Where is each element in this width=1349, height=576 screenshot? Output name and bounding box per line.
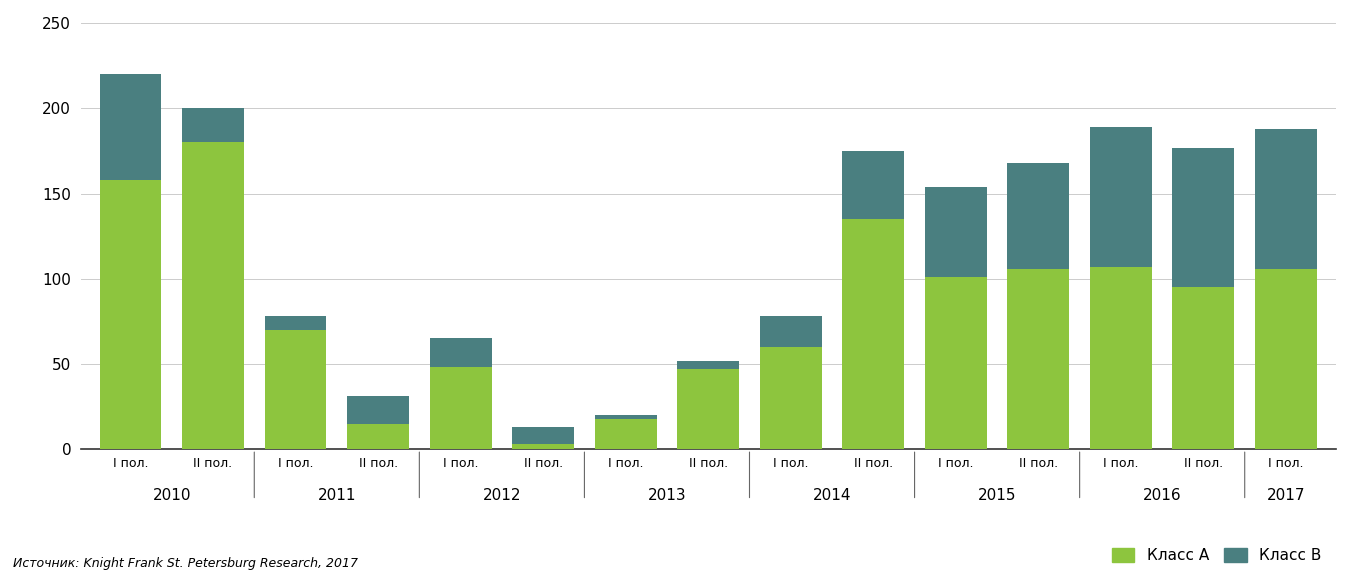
Bar	[513, 427, 575, 444]
Bar	[925, 187, 986, 277]
Bar	[1172, 287, 1234, 449]
Bar	[1255, 268, 1317, 449]
Bar	[1008, 268, 1070, 449]
Bar	[430, 339, 491, 367]
Bar	[182, 142, 244, 449]
Bar	[264, 316, 326, 330]
Bar	[595, 419, 657, 449]
Bar	[182, 108, 244, 142]
Bar	[1090, 267, 1152, 449]
Text: 2011: 2011	[317, 488, 356, 503]
Bar	[100, 180, 162, 449]
Bar	[347, 396, 409, 424]
Text: 2014: 2014	[813, 488, 851, 503]
Bar	[677, 369, 739, 449]
Bar	[759, 316, 822, 347]
Bar	[430, 367, 491, 449]
Bar	[842, 151, 904, 219]
Legend: Класс А, Класс В: Класс А, Класс В	[1105, 542, 1327, 570]
Bar	[1255, 129, 1317, 268]
Text: 2017: 2017	[1267, 488, 1306, 503]
Text: 2012: 2012	[483, 488, 521, 503]
Bar	[1172, 147, 1234, 287]
Bar	[1008, 163, 1070, 268]
Text: Источник: Knight Frank St. Petersburg Research, 2017: Источник: Knight Frank St. Petersburg Re…	[13, 557, 359, 570]
Bar	[1090, 127, 1152, 267]
Bar	[925, 277, 986, 449]
Text: 2013: 2013	[648, 488, 687, 503]
Bar	[677, 361, 739, 369]
Bar	[347, 424, 409, 449]
Bar	[513, 444, 575, 449]
Bar	[842, 219, 904, 449]
Text: 2015: 2015	[978, 488, 1016, 503]
Bar	[100, 74, 162, 180]
Bar	[595, 415, 657, 419]
Bar	[264, 330, 326, 449]
Text: 2016: 2016	[1143, 488, 1182, 503]
Text: 2010: 2010	[152, 488, 192, 503]
Bar	[759, 347, 822, 449]
